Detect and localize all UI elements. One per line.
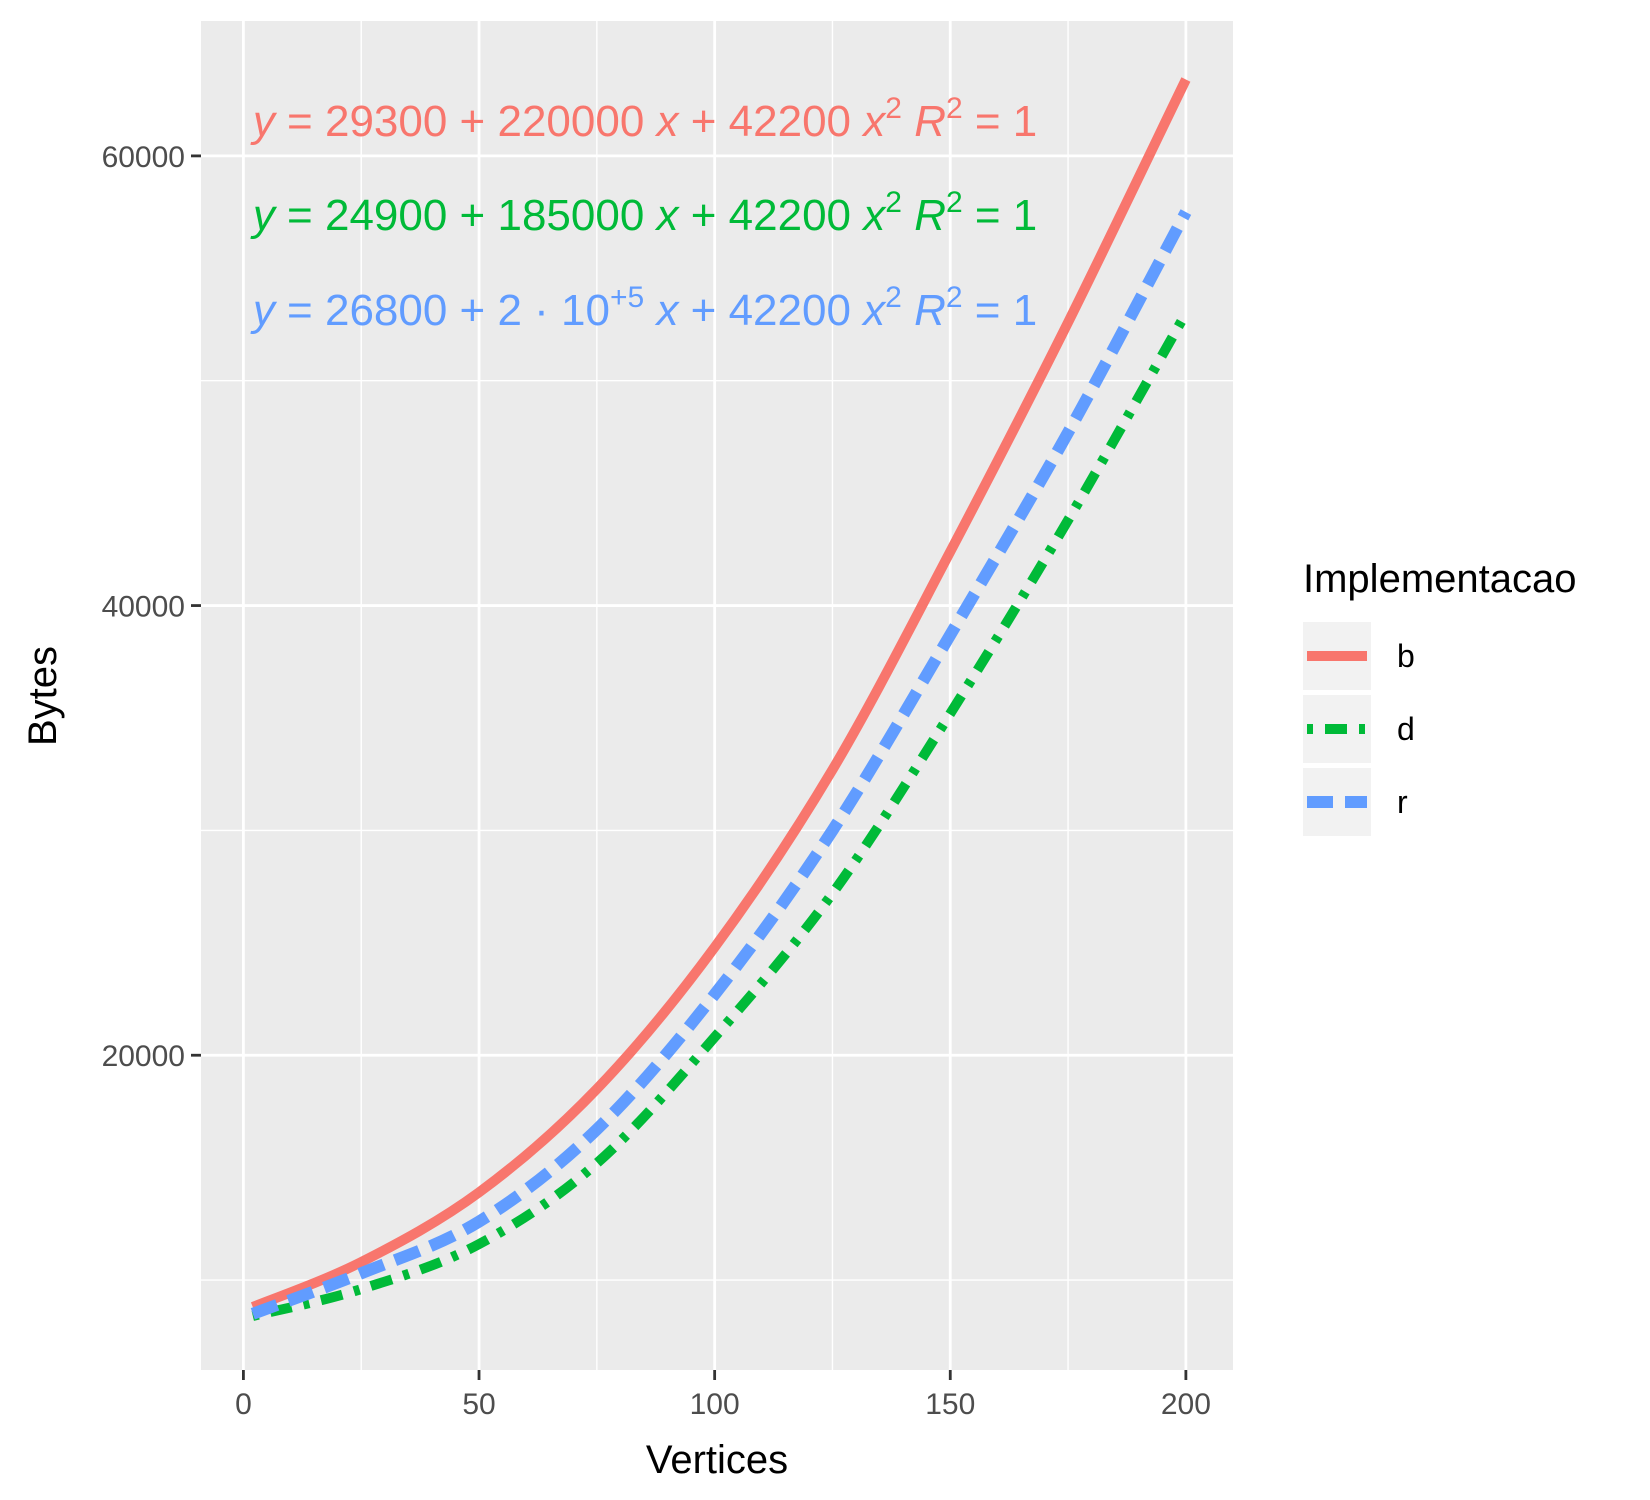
equation-part: 2	[946, 92, 963, 125]
equation-part: R	[914, 191, 946, 240]
equation-part: = 24900 + 185000	[275, 191, 657, 240]
equation-label-r: y = 26800 + 2 · 10+5 x + 42200 x2 R2 = 1	[250, 281, 1037, 335]
series-line-b	[250, 77, 1191, 1312]
equation-part: = 29300 + 220000	[275, 97, 657, 146]
equation-part: y	[250, 286, 278, 335]
legend-label-d: d	[1397, 711, 1415, 747]
equation-part: 2	[885, 92, 902, 125]
equation-part: 2	[946, 186, 963, 219]
equation-part	[902, 286, 914, 335]
equation-part	[902, 191, 914, 240]
equation-part: = 26800 + 2 · 10	[275, 286, 610, 335]
x-tick-label: 200	[1161, 1388, 1211, 1421]
equation-part	[902, 97, 914, 146]
equation-part: 2	[885, 186, 902, 219]
equation-part: = 1	[963, 191, 1038, 240]
x-tick-label: 150	[925, 1388, 975, 1421]
y-tick-label: 20000	[102, 1040, 185, 1073]
axes: 0 50 100 150 200 20000 40000 60000	[102, 141, 1211, 1421]
panel-background	[201, 21, 1233, 1370]
x-tick-label: 50	[462, 1388, 495, 1421]
equation-part: +5	[610, 281, 644, 314]
equation-part: x	[861, 97, 887, 146]
equation-part: x	[655, 191, 681, 240]
legend-label-r: r	[1397, 784, 1408, 820]
x-tick-label: 0	[235, 1388, 252, 1421]
equation-part: 2	[946, 281, 963, 314]
series-layer	[250, 77, 1192, 1321]
legend-label-b: b	[1397, 638, 1415, 674]
equation-part: 2	[885, 281, 902, 314]
grid-major	[201, 21, 1233, 1370]
equation-part: x	[861, 191, 887, 240]
equation-part: y	[250, 97, 278, 146]
equation-annotations: y = 29300 + 220000 x + 42200 x2 R2 = 1y …	[250, 92, 1037, 335]
equation-part: x	[655, 97, 681, 146]
y-tick-label: 40000	[102, 591, 185, 624]
equation-part: x	[654, 286, 680, 335]
x-axis-title: Vertices	[646, 1438, 788, 1482]
equation-label-d: y = 24900 + 185000 x + 42200 x2 R2 = 1	[250, 186, 1037, 240]
legend: Implementacao b d r	[1303, 557, 1576, 836]
series-line-d	[251, 310, 1191, 1321]
y-tick-label: 60000	[102, 141, 185, 174]
x-tick-label: 100	[690, 1388, 740, 1421]
equation-part: + 42200	[679, 97, 864, 146]
equation-part: = 1	[963, 97, 1038, 146]
equation-part: = 1	[963, 286, 1038, 335]
y-axis-title: Bytes	[21, 646, 65, 746]
equation-part: R	[914, 286, 946, 335]
equation-part: y	[250, 191, 278, 240]
legend-title: Implementacao	[1303, 557, 1576, 601]
equation-part: R	[914, 97, 946, 146]
equation-part: + 42200	[679, 191, 864, 240]
equation-part: x	[861, 286, 887, 335]
equation-part: + 42200	[678, 286, 863, 335]
equation-label-b: y = 29300 + 220000 x + 42200 x2 R2 = 1	[250, 92, 1037, 146]
series-line-r	[250, 209, 1192, 1320]
grid-minor	[201, 21, 1233, 1370]
equation-part	[644, 286, 656, 335]
